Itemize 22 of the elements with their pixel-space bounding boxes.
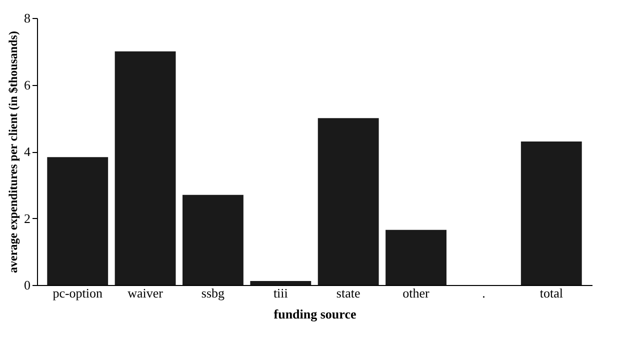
bar (250, 280, 312, 285)
y-tick-label: 4 (24, 144, 31, 159)
x-tick-label: . (482, 286, 486, 300)
y-axis-title: average expenditures per client (in $thousands) (6, 31, 20, 273)
bar (47, 157, 108, 285)
x-tick-label: waiver (128, 286, 164, 300)
bar (318, 118, 379, 285)
bar (386, 230, 446, 285)
y-tick-label: 8 (24, 10, 30, 26)
y-tick-label: 0 (24, 278, 30, 292)
x-tick-label: state (336, 286, 360, 300)
bar (182, 194, 244, 285)
x-tick-label: ssbg (201, 286, 226, 300)
x-axis-title: funding source (274, 306, 356, 322)
bar (114, 51, 176, 285)
y-tick-label: 6 (24, 77, 31, 92)
x-tick-label: pc-option (52, 286, 104, 300)
x-tick-label: other (402, 286, 430, 300)
y-tick-label: 2 (24, 210, 30, 226)
x-tick-label: tiii (273, 286, 288, 300)
x-tick-label: total (540, 286, 564, 300)
bar (520, 141, 582, 285)
